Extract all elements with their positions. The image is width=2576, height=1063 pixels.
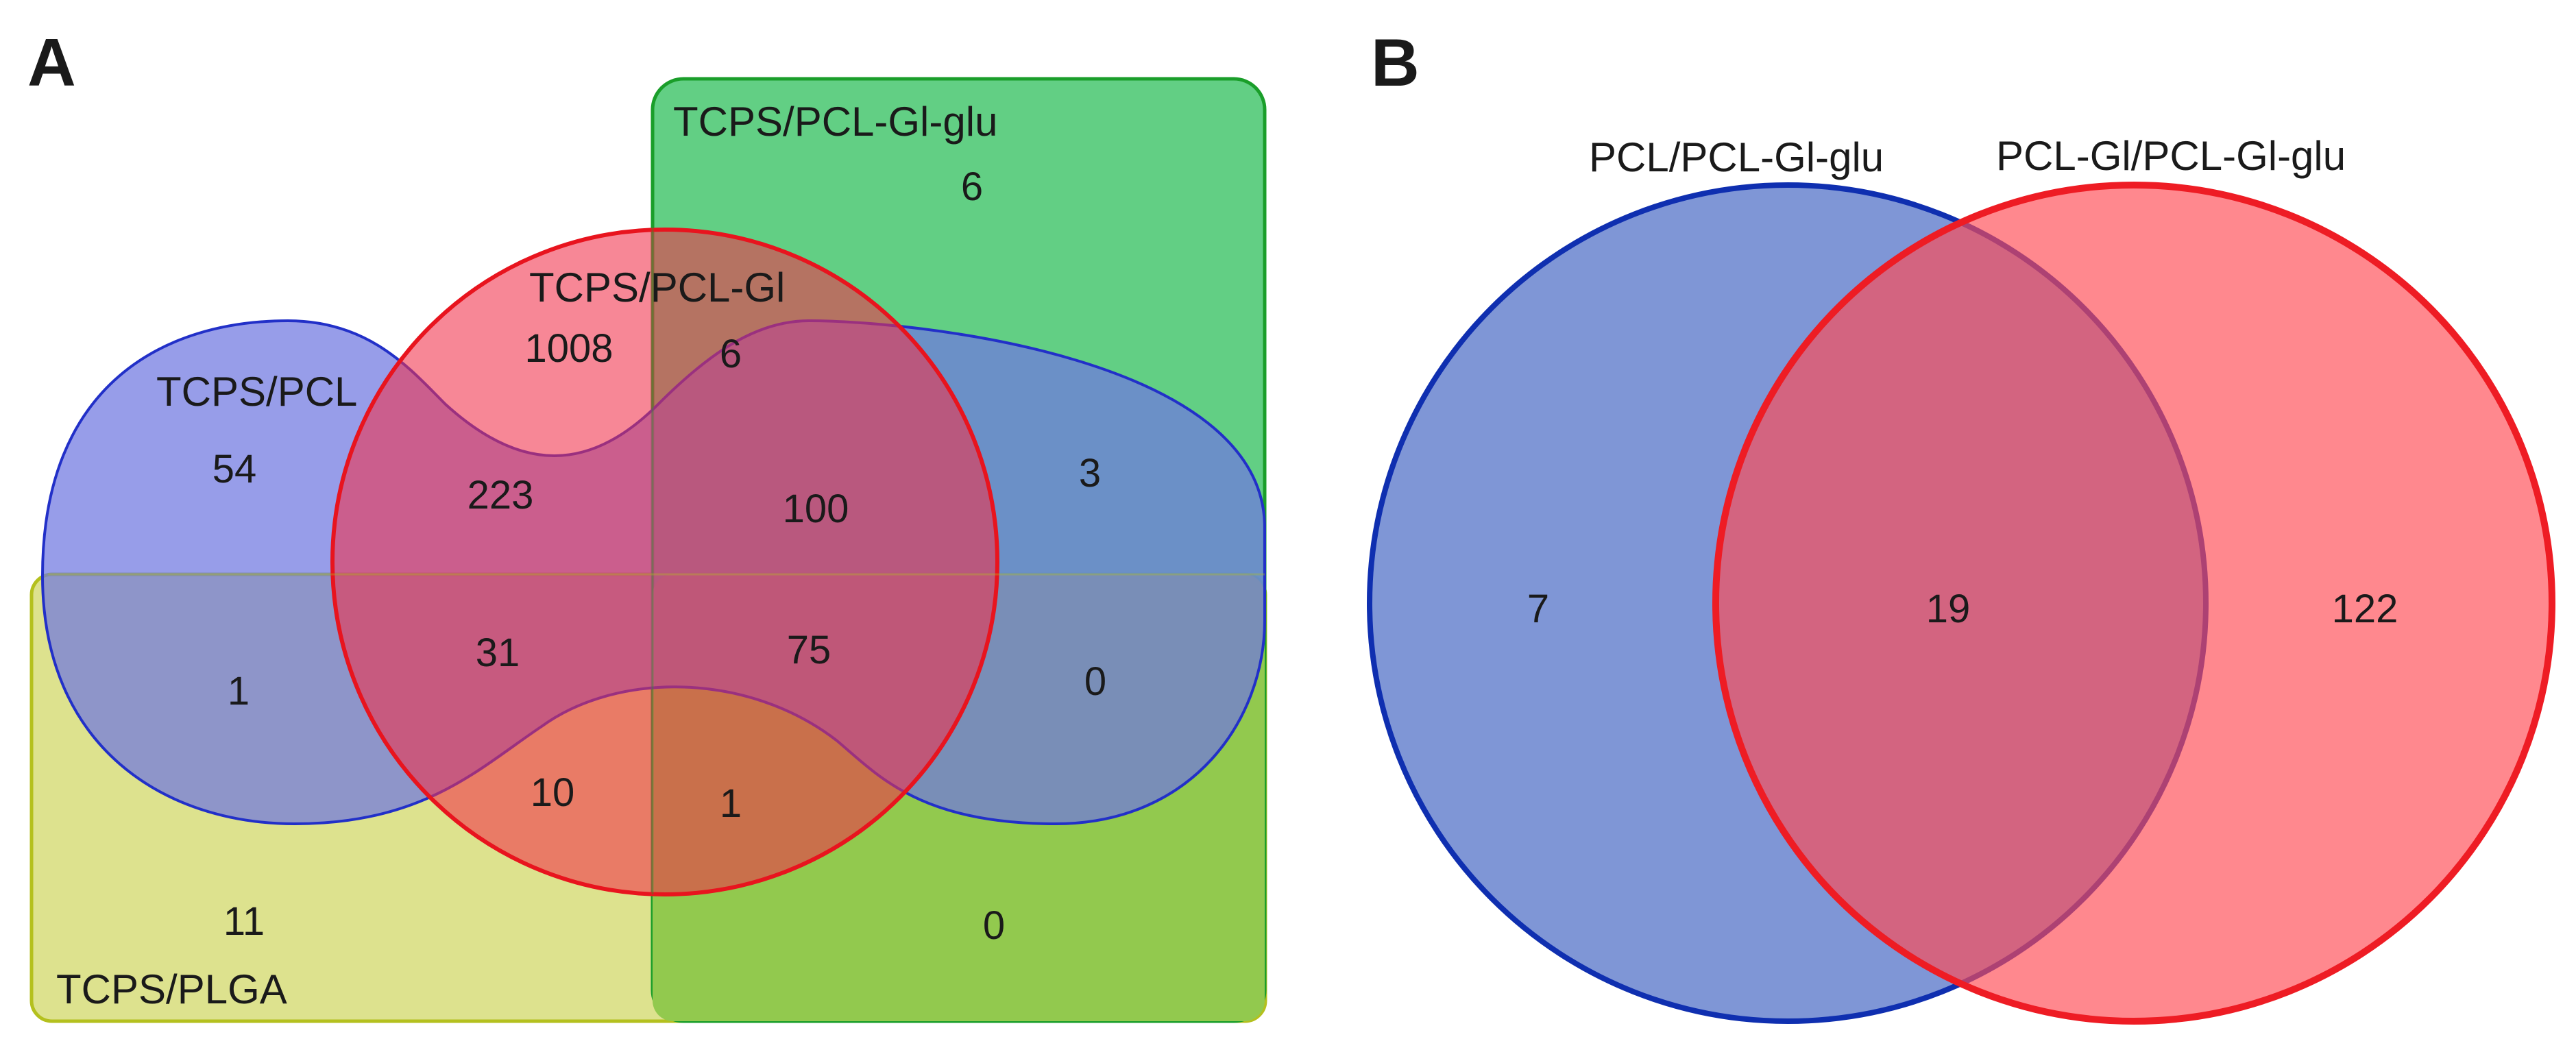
panel-b: B PCL/PCL-Gl-glu PCL-Gl/PCL-Gl-glu 7 19 … [1367,25,2555,1025]
count-pcl-and-gl: 223 [467,473,534,517]
panel-a: A TCPS/PCL-Gl-glu TCPS/PCL-Gl TCPS/PCL T… [27,25,1267,1023]
count-gl-glu-plga-triple: 1 [720,781,742,826]
count-intersection: 19 [1926,587,1971,631]
set-pcl-gl-shape [330,228,999,896]
count-pcl-and-glu: 3 [1079,451,1101,496]
count-gl-and-plga: 10 [531,770,575,815]
count-pcl-glu-plga-triple: 0 [1084,659,1106,704]
set-right-circle [1712,182,2555,1025]
count-left-only: 7 [1527,587,1549,631]
count-pcl-gl-plga-triple: 31 [476,631,520,675]
panel-a-label: A [27,25,76,100]
count-glu-and-plga: 0 [983,903,1005,948]
set-label-right: PCL-Gl/PCL-Gl-glu [1996,133,2346,179]
set-label-pcl-gl-glu: TCPS/PCL-Gl-glu [673,99,997,145]
panel-b-label: B [1371,25,1420,100]
set-label-left: PCL/PCL-Gl-glu [1589,134,1884,180]
count-all-four: 75 [787,628,831,672]
count-right-only: 122 [2332,587,2398,631]
count-pcl-only: 54 [212,447,257,491]
count-pcl-gl-glu-triple: 100 [783,487,849,531]
count-pcl-gl-and-glu: 6 [720,332,742,376]
count-pcl-gl-glu-only: 6 [961,164,983,209]
set-label-pcl: TCPS/PCL [156,369,357,415]
set-label-plga: TCPS/PLGA [56,966,287,1012]
count-pcl-and-plga: 1 [228,669,250,713]
set-label-pcl-gl: TCPS/PCL-Gl [529,265,785,310]
count-plga-only: 11 [223,899,265,944]
count-pcl-gl-only: 1008 [524,326,613,371]
